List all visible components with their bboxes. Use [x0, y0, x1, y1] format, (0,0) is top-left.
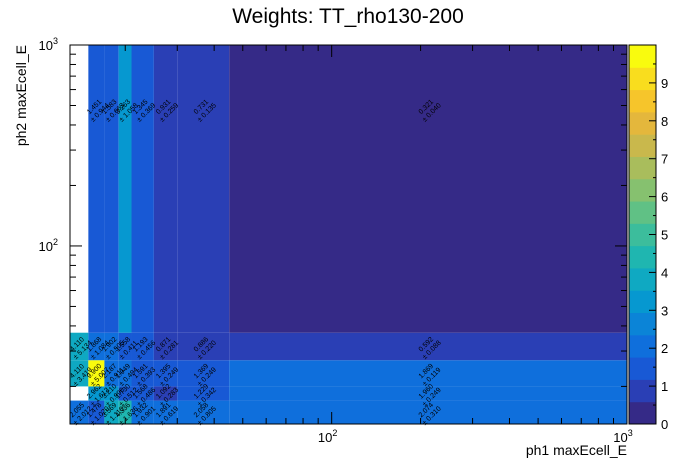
colorbar-segment	[629, 201, 656, 224]
heatmap-cell	[131, 360, 154, 387]
chart-title: Weights: TT_rho130-200	[232, 5, 464, 28]
heatmap-cell	[104, 45, 119, 333]
heatmap-cell	[177, 400, 230, 424]
heatmap-cell	[70, 360, 89, 387]
heatmap-cell	[153, 45, 178, 333]
heatmap-cell	[104, 386, 119, 401]
colorbar-tick-label: 5	[661, 228, 668, 243]
colorbar-segment	[629, 223, 656, 247]
colorbar-segment	[629, 245, 656, 269]
colorbar-tick-label: 6	[661, 190, 668, 205]
colorbar-segment	[629, 67, 656, 91]
heatmap-cells	[70, 45, 627, 424]
heatmap-cell	[177, 45, 230, 333]
heatmap-cell	[153, 400, 178, 424]
y-tick-label: 103	[39, 36, 58, 53]
colorbar-segment	[629, 334, 656, 358]
heatmap-cell	[118, 45, 132, 333]
heatmap-cell	[177, 332, 230, 361]
colorbar-tick-label: 3	[661, 303, 668, 318]
plot-frame	[69, 44, 628, 425]
heatmap-cell	[153, 360, 178, 387]
colorbar-tick-label: 7	[661, 152, 668, 167]
colorbar-segment	[629, 379, 656, 403]
heatmap-cell	[88, 360, 105, 387]
heatmap-cell	[153, 386, 178, 401]
colorbar-segment	[629, 111, 656, 135]
x-axis-label: ph1 maxEcell_E	[526, 442, 627, 458]
heatmap-cell	[177, 386, 230, 401]
axes: 102 103 102 103	[39, 36, 633, 445]
heatmap-cell	[118, 332, 132, 361]
heatmap-cell	[118, 400, 132, 424]
heatmap-cell	[104, 360, 119, 387]
colorbar-segment	[629, 156, 656, 180]
heatmap-cell	[88, 332, 105, 361]
y-tick-label: 102	[39, 237, 58, 254]
colorbar-segment	[629, 290, 656, 314]
heatmap-cell	[131, 400, 154, 424]
heatmap-cell	[229, 400, 627, 424]
heatmap-cell	[118, 360, 132, 387]
x-tick-label: 102	[318, 428, 337, 445]
colorbar-segment	[629, 357, 656, 380]
colorbar-tick-label: 0	[661, 417, 668, 432]
colorbar-tick-label: 2	[661, 341, 668, 356]
heatmap-cell	[229, 45, 627, 333]
heatmap-cell	[153, 332, 178, 361]
heatmap-cell	[118, 386, 132, 401]
colorbar-tick-label: 8	[661, 114, 668, 129]
heatmap-cell	[88, 45, 105, 333]
colorbar-segment	[629, 89, 656, 113]
colorbar-tick-label: 9	[661, 76, 668, 91]
heatmap-cell	[229, 360, 627, 387]
colorbar: 0 1 2 3 4 5 6 7 8 9	[628, 44, 668, 432]
heatmap-cell	[88, 386, 105, 401]
heatmap-cell	[229, 332, 627, 361]
heatmap-cell	[131, 332, 154, 361]
heatmap-cell	[70, 332, 89, 361]
x-tick-label: 103	[613, 428, 632, 445]
heatmap-cell	[104, 332, 119, 361]
colorbar-tick-label: 1	[661, 379, 668, 394]
colorbar-segment	[629, 134, 656, 157]
heatmap-cell	[229, 386, 627, 401]
colorbar-segment	[629, 45, 656, 68]
heatmap-cell	[177, 360, 230, 387]
colorbar-segment	[629, 267, 656, 291]
y-axis-label: ph2 maxEcell_E	[13, 45, 29, 146]
heatmap-cell	[104, 400, 119, 424]
heatmap-cell	[131, 45, 154, 333]
colorbar-segment	[629, 178, 656, 202]
colorbar-segment	[629, 401, 656, 425]
colorbar-segment	[629, 312, 656, 336]
heatmap-cell	[88, 400, 105, 424]
heatmap-cell	[131, 386, 154, 401]
heatmap-cell	[70, 400, 89, 424]
colorbar-tick-label: 4	[661, 265, 668, 280]
